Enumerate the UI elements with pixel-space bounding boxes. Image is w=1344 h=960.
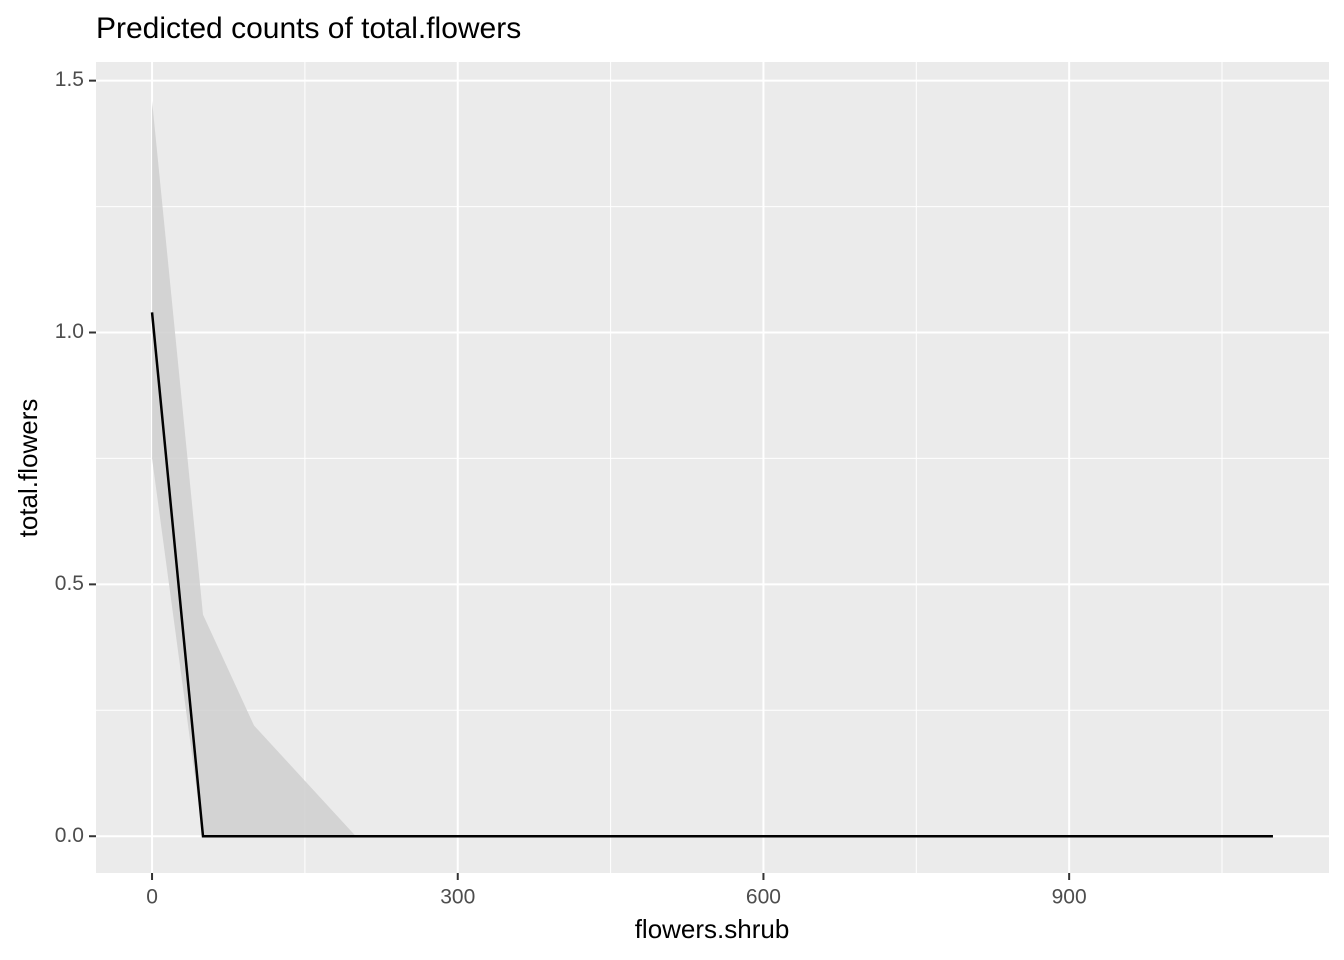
y-tick-label: 0.0 xyxy=(55,824,84,847)
x-tick-label: 0 xyxy=(146,886,158,909)
y-tick-label: 0.5 xyxy=(55,572,84,595)
plot-panel xyxy=(96,62,1329,873)
prediction-line xyxy=(150,312,1273,838)
x-tick-label: 300 xyxy=(440,886,475,909)
confidence-band xyxy=(152,100,1273,837)
y-tick-label: 1.0 xyxy=(55,320,84,343)
y-axis-label: total.flowers xyxy=(13,399,43,538)
chart-title: Predicted counts of total.flowers xyxy=(96,12,521,45)
y-tick-label: 1.5 xyxy=(55,68,84,91)
x-tick-label: 600 xyxy=(746,886,781,909)
x-tick-label: 900 xyxy=(1052,886,1087,909)
x-axis-label: flowers.shrub xyxy=(635,914,790,944)
